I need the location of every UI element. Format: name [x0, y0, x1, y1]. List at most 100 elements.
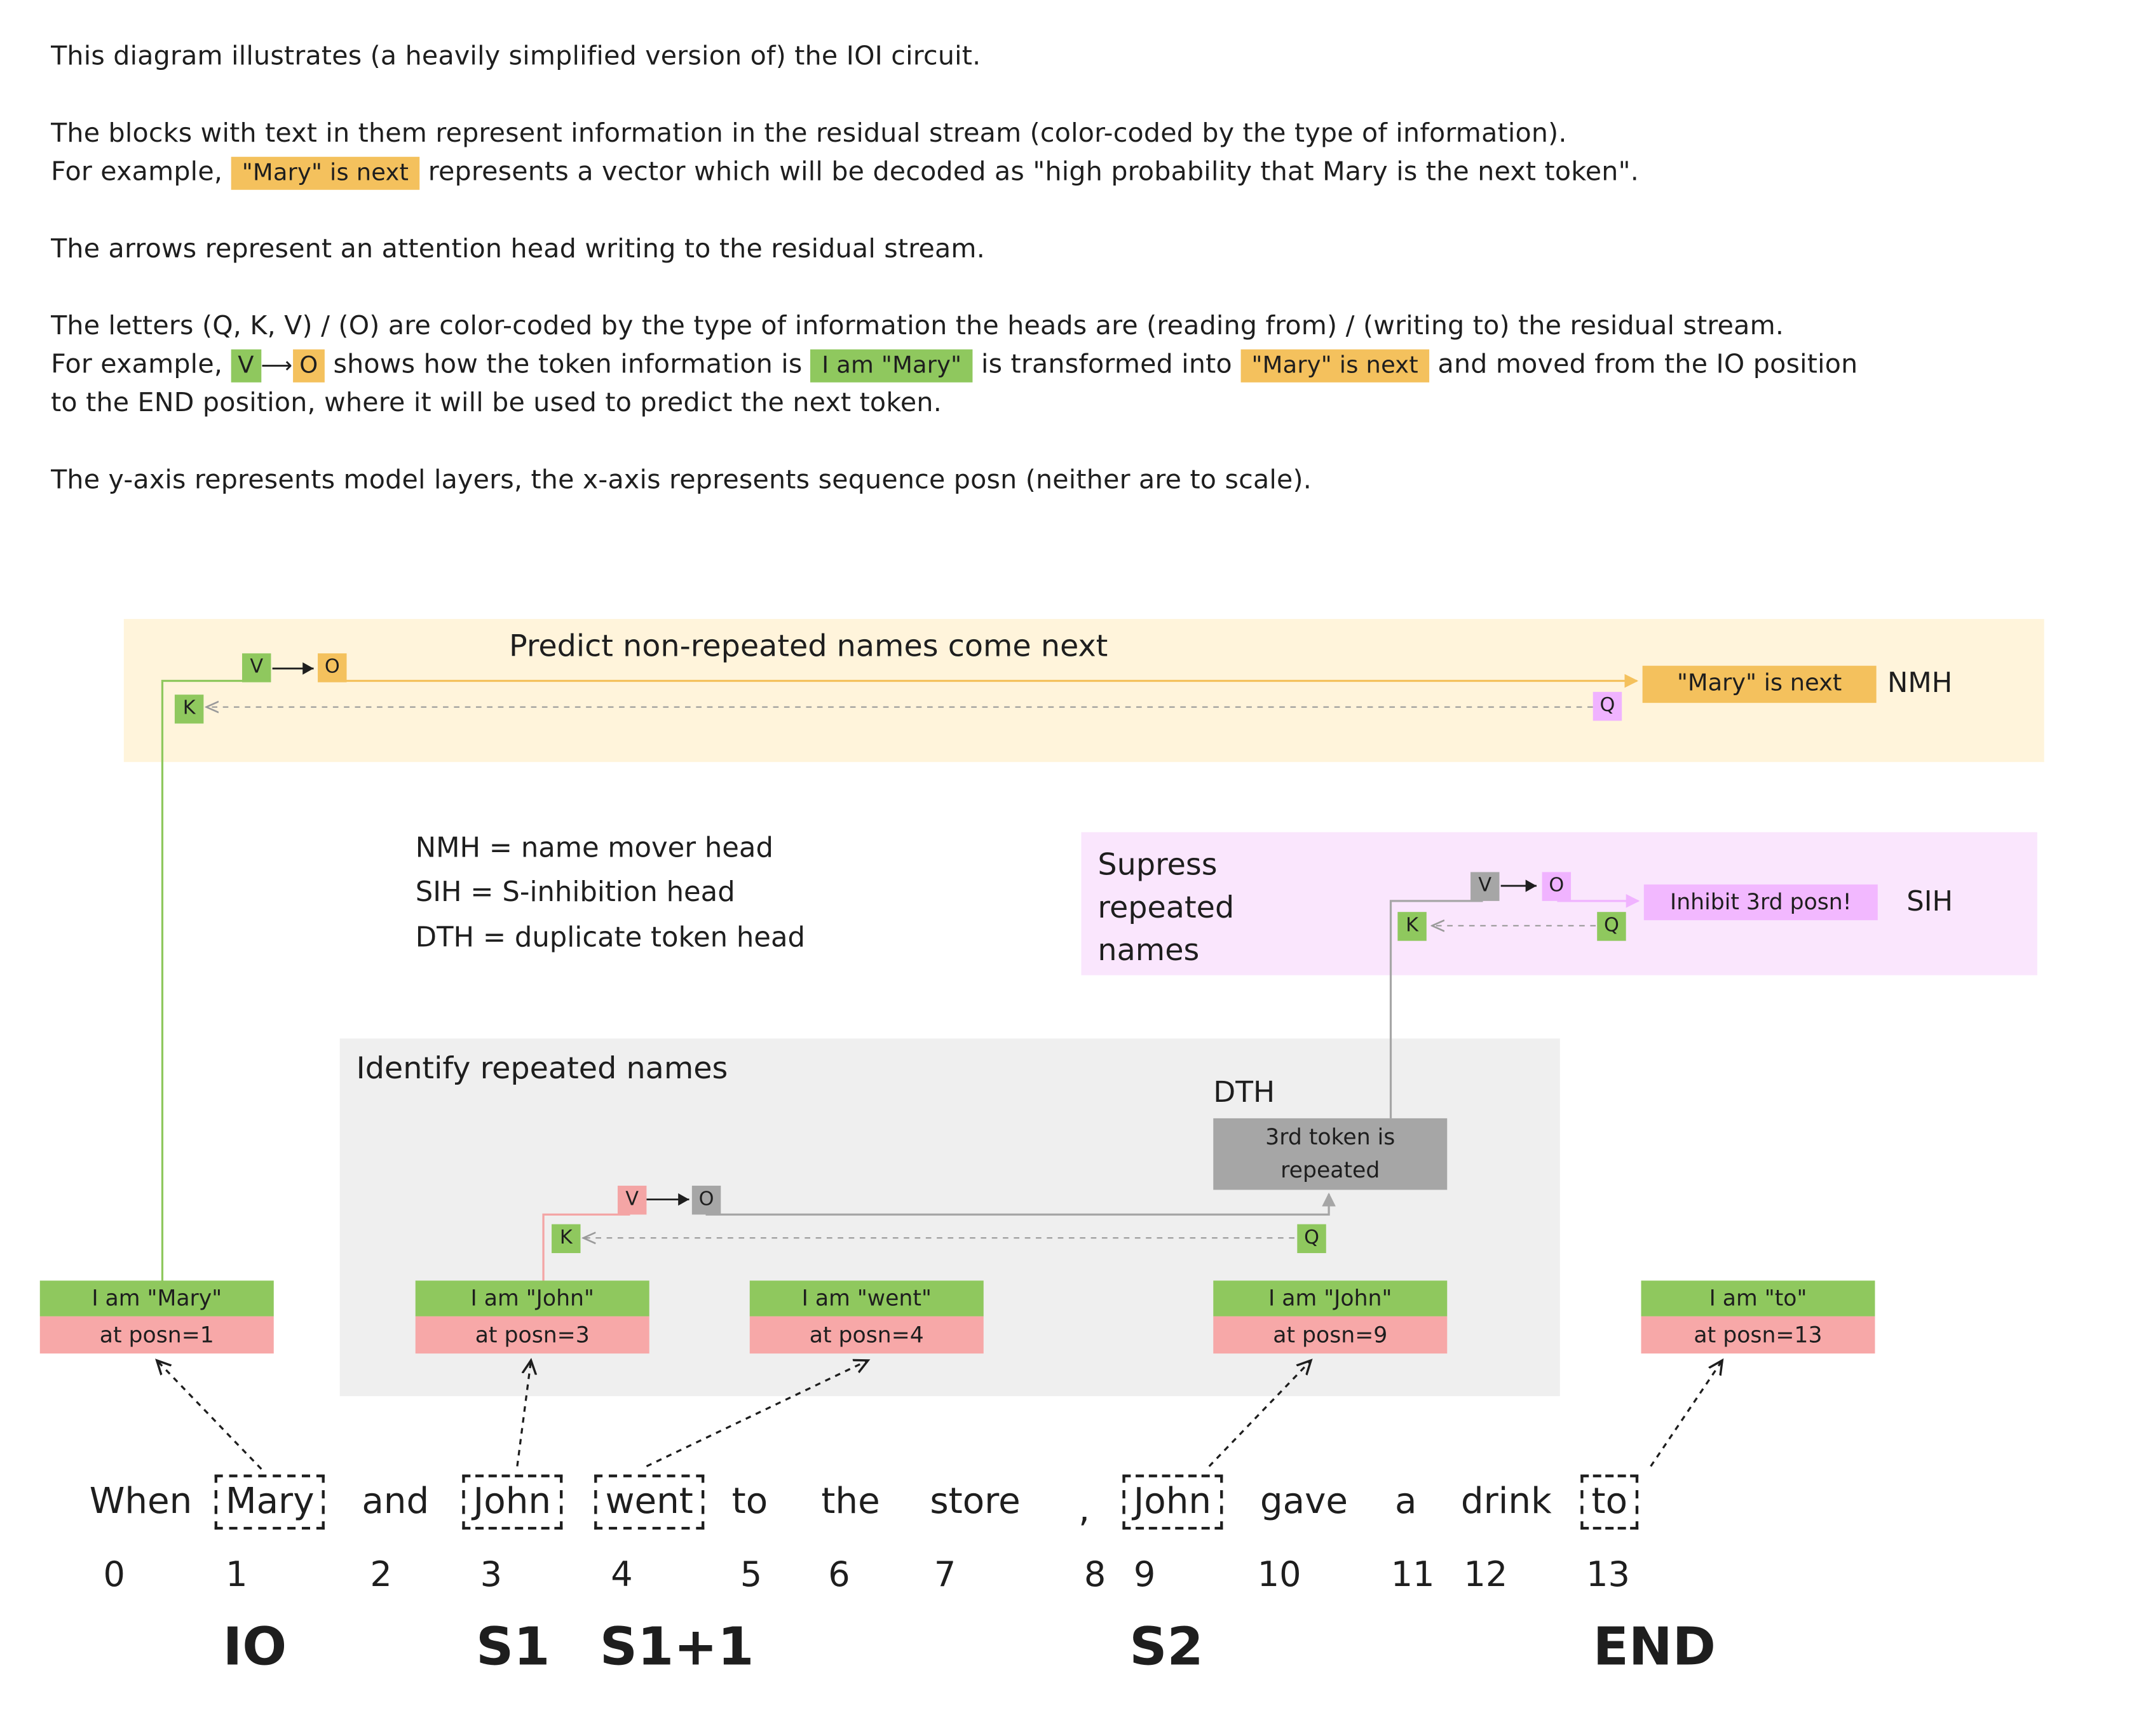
v-chip: V: [231, 349, 261, 383]
block-posn-9: I am "John" at posn=9: [1213, 1280, 1448, 1354]
sih-q-letter: Q: [1597, 912, 1626, 941]
to-token-arrow: [1650, 1360, 1723, 1467]
block-position-info: at posn=13: [1641, 1316, 1875, 1354]
role-io: IO: [222, 1616, 287, 1677]
block-posn-4: I am "went" at posn=4: [749, 1280, 984, 1354]
dth-label: DTH: [1213, 1075, 1275, 1109]
sih-label: SIH: [1906, 884, 1953, 918]
token-2: and: [362, 1481, 430, 1523]
role-s2: S2: [1129, 1616, 1204, 1677]
intro-line-6-mid-1: shows how the token information is: [333, 349, 803, 380]
nmh-output-chip: "Mary" is next: [1642, 665, 1877, 703]
token-3-boxed: John: [462, 1474, 562, 1530]
legend-dth: DTH = duplicate token head: [415, 920, 805, 954]
intro-line-4: The arrows represent an attention head w…: [51, 233, 986, 264]
index-3: 3: [480, 1554, 503, 1594]
sih-title: Supress repeated names: [1097, 844, 1234, 972]
dth-red-line: [542, 1213, 630, 1284]
index-8: 8: [1083, 1554, 1106, 1594]
index-0: 0: [103, 1554, 125, 1594]
mary-is-next-chip-2: "Mary" is next: [1240, 349, 1430, 383]
legend-sih: SIH = S-inhibition head: [415, 874, 735, 908]
nmh-green-line: [161, 679, 256, 1284]
sih-gray-line: [1389, 900, 1483, 1118]
nmh-k-letter: K: [174, 695, 204, 724]
sih-title-line-1: Supress: [1097, 848, 1218, 883]
arrow-glyph: ⟶: [261, 352, 293, 379]
dth-q-letter: Q: [1297, 1224, 1326, 1254]
intro-line-6-suffix: and moved from the IO position: [1437, 349, 1858, 380]
intro-line-6-mid-2: is transformed into: [981, 349, 1232, 380]
token-13-boxed: to: [1580, 1474, 1639, 1530]
index-1: 1: [226, 1554, 248, 1594]
dth-gray-line: [705, 1192, 1336, 1216]
legend-nmh: NMH = name mover head: [415, 831, 773, 864]
token-7: store: [930, 1481, 1021, 1523]
index-9: 9: [1133, 1554, 1156, 1594]
dth-v-letter: V: [617, 1185, 647, 1215]
dth-title: Identify repeated names: [356, 1052, 728, 1087]
index-13: 13: [1586, 1554, 1630, 1594]
sih-output-chip: Inhibit 3rd posn!: [1643, 884, 1878, 921]
nmh-title: Predict non-repeated names come next: [508, 630, 1108, 665]
block-token-info: I am "Mary": [39, 1280, 274, 1317]
mary-is-next-chip: "Mary" is next: [231, 156, 420, 190]
intro-line-6-prefix: For example,: [51, 349, 223, 380]
sih-panel: [1081, 832, 2037, 975]
went-token-arrow: [646, 1360, 868, 1468]
sih-v-letter: V: [1470, 872, 1500, 901]
intro-line-3-suffix: represents a vector which will be decode…: [428, 156, 1640, 187]
index-10: 10: [1257, 1554, 1301, 1594]
token-0: When: [89, 1481, 193, 1523]
token-12: drink: [1460, 1481, 1552, 1523]
nmh-v-letter: V: [241, 653, 271, 682]
nmh-q-letter: Q: [1593, 691, 1622, 721]
token-10: gave: [1260, 1481, 1348, 1523]
dth-output-line-2: repeated: [1280, 1156, 1380, 1183]
block-posn-1: I am "Mary" at posn=1: [39, 1280, 274, 1354]
role-s1: S1: [475, 1616, 550, 1677]
intro-line-1: This diagram illustrates (a heavily simp…: [51, 41, 981, 72]
block-posn-3: I am "John" at posn=3: [415, 1280, 649, 1354]
block-position-info: at posn=9: [1213, 1316, 1448, 1354]
block-posn-13: I am "to" at posn=13: [1641, 1280, 1875, 1354]
token-9-boxed: John: [1122, 1474, 1223, 1530]
block-token-info: I am "to": [1641, 1280, 1875, 1317]
index-2: 2: [370, 1554, 392, 1594]
intro-line-2: The blocks with text in them represent i…: [51, 118, 1567, 149]
intro-line-7: to the END position, where it will be us…: [51, 388, 942, 419]
dth-k-letter: K: [552, 1224, 581, 1254]
token-4-boxed: went: [594, 1474, 705, 1530]
token-6: the: [821, 1481, 880, 1523]
role-end: END: [1593, 1616, 1716, 1677]
token-1-boxed: Mary: [214, 1474, 325, 1530]
intro-line-5: The letters (Q, K, V) / (O) are color-co…: [51, 311, 1784, 341]
block-token-info: I am "went": [749, 1280, 984, 1317]
token-11: a: [1395, 1481, 1417, 1523]
dth-o-letter: O: [691, 1185, 721, 1215]
index-4: 4: [611, 1554, 633, 1594]
o-chip: O: [292, 349, 325, 383]
block-token-info: I am "John": [415, 1280, 649, 1317]
index-6: 6: [828, 1554, 850, 1594]
intro-line-8: The y-axis represents model layers, the …: [51, 465, 1312, 496]
intro-line-6: For example, V ⟶ O shows how the token inf…: [51, 348, 1857, 383]
nmh-label: NMH: [1887, 665, 1953, 699]
index-7: 7: [934, 1554, 956, 1594]
mary-token-arrow: [157, 1360, 262, 1470]
block-position-info: at posn=4: [749, 1316, 984, 1354]
john-token-arrow: [516, 1360, 531, 1467]
intro-line-3-prefix: For example,: [51, 156, 223, 187]
index-5: 5: [740, 1554, 763, 1594]
dth-output-line-1: 3rd token is: [1265, 1123, 1396, 1150]
index-12: 12: [1463, 1554, 1508, 1594]
block-token-info: I am "John": [1213, 1280, 1448, 1317]
role-s1-plus-1: S1+1: [599, 1616, 754, 1677]
block-position-info: at posn=3: [415, 1316, 649, 1354]
token-5: to: [731, 1481, 768, 1523]
index-11: 11: [1390, 1554, 1435, 1594]
john2-token-arrow: [1208, 1360, 1311, 1467]
dth-output-box: 3rd token is repeated: [1213, 1118, 1448, 1190]
